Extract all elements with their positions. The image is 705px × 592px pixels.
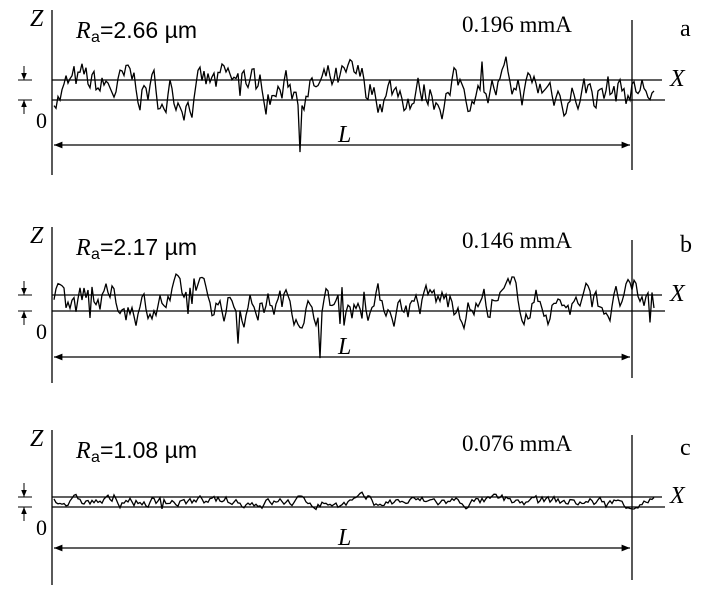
ra-symbol: R (75, 438, 91, 464)
z-label: Z (30, 6, 44, 32)
panel-letter: c (680, 435, 691, 461)
profile (53, 272, 655, 359)
x-label: X (669, 483, 686, 509)
ra-subscript: a (91, 449, 100, 466)
current: 0.196 mmA (462, 12, 572, 37)
profile (53, 56, 655, 153)
profile (53, 491, 655, 511)
length-label: L (337, 122, 351, 148)
panel-letter: a (680, 16, 691, 42)
ra-subscript: a (91, 246, 100, 263)
origin-label: 0 (36, 108, 47, 133)
panel-letter: b (680, 232, 692, 258)
x-label: X (669, 281, 686, 307)
length-label: L (337, 334, 351, 360)
ra-subscript: a (91, 29, 100, 46)
z-label: Z (30, 223, 44, 249)
ra-symbol: R (75, 235, 91, 261)
ra-value: =2.17 µm (100, 234, 197, 260)
x-label: X (669, 66, 686, 92)
ra-symbol: R (75, 18, 91, 44)
current: 0.076 mmA (462, 431, 572, 456)
origin-label: 0 (36, 319, 47, 344)
length-label: L (337, 525, 351, 551)
ra-value: =2.66 µm (100, 17, 197, 43)
z-label: Z (30, 426, 44, 452)
ra-value: =1.08 µm (100, 437, 197, 463)
current: 0.146 mmA (462, 228, 572, 253)
origin-label: 0 (36, 515, 47, 540)
